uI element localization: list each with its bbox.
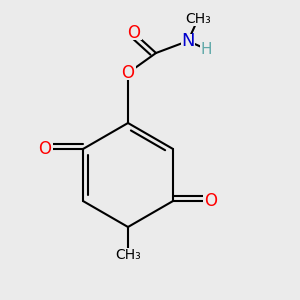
Text: O: O [38, 140, 52, 158]
Text: H: H [200, 41, 212, 56]
Text: CH₃: CH₃ [115, 248, 141, 262]
FancyBboxPatch shape [126, 26, 142, 40]
FancyBboxPatch shape [120, 66, 136, 80]
FancyBboxPatch shape [203, 194, 219, 208]
FancyBboxPatch shape [114, 248, 142, 262]
FancyBboxPatch shape [37, 142, 53, 156]
FancyBboxPatch shape [200, 43, 212, 55]
Text: O: O [128, 24, 140, 42]
Text: N: N [181, 32, 195, 50]
Text: O: O [122, 64, 134, 82]
FancyBboxPatch shape [181, 34, 195, 48]
Text: CH₃: CH₃ [185, 12, 211, 26]
Text: O: O [205, 192, 218, 210]
FancyBboxPatch shape [184, 12, 212, 26]
